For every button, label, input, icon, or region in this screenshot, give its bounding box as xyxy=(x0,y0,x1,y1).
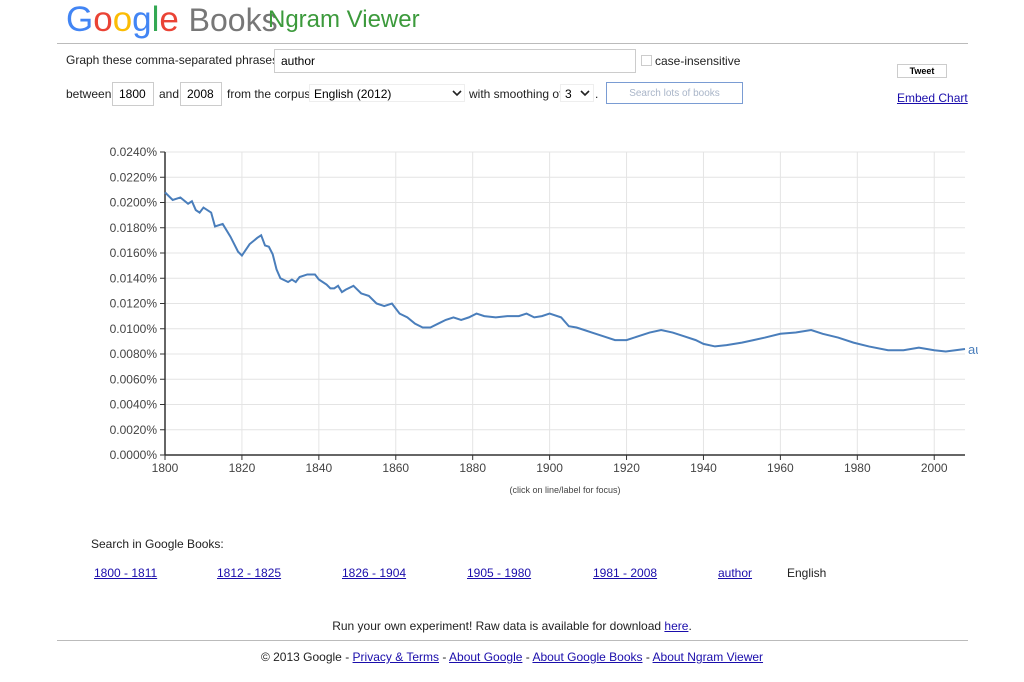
checkbox[interactable] xyxy=(641,55,652,66)
between-label: between xyxy=(66,87,112,101)
x-tick-label: 1840 xyxy=(305,461,332,475)
separator: - xyxy=(345,650,350,664)
subtitle: Ngram Viewer xyxy=(268,6,420,33)
embed-link[interactable]: Embed Chart xyxy=(897,91,968,105)
period: . xyxy=(688,619,692,633)
raw-text: Run your own experiment! Raw data is ava… xyxy=(332,619,662,633)
period: . xyxy=(595,87,599,101)
dropdown-arrow xyxy=(452,90,462,97)
y-tick-label: 0.0120% xyxy=(110,297,158,311)
book-link[interactable]: 1800 - 1811 xyxy=(94,566,158,580)
corpus-label: from the corpus xyxy=(227,87,311,101)
divider xyxy=(57,640,968,641)
y-tick-label: 0.0240% xyxy=(110,145,158,159)
footer-link[interactable]: About Google xyxy=(449,650,523,664)
book-link[interactable]: 1826 - 1904 xyxy=(342,566,407,580)
phrases-label: Graph these comma-separated phrases: xyxy=(66,53,282,67)
logo-letter: e xyxy=(159,0,179,39)
y-tick-label: 0.0200% xyxy=(110,196,158,210)
logo-letter: l xyxy=(151,0,160,39)
book-link[interactable]: author xyxy=(718,566,753,580)
divider xyxy=(57,43,968,44)
x-tick-label: 1860 xyxy=(382,461,409,475)
book-link[interactable]: 1905 - 1980 xyxy=(467,566,532,580)
logo-letter: o xyxy=(112,0,133,39)
y-tick-label: 0.0220% xyxy=(110,170,158,184)
logo-letter: o xyxy=(93,0,113,39)
y-tick-label: 0.0140% xyxy=(110,271,158,285)
language: English xyxy=(787,566,827,580)
separator: - xyxy=(525,650,530,664)
book-link[interactable]: 1812 - 1825 xyxy=(217,566,282,580)
y-tick-label: 0.0040% xyxy=(110,398,158,412)
logo: Google Books xyxy=(66,0,278,40)
search-in-title: Search in Google Books: xyxy=(91,537,224,551)
dropdown-arrow xyxy=(580,90,590,97)
and-label: and xyxy=(159,87,180,101)
x-tick-label: 2000 xyxy=(921,461,948,475)
x-tick-label: 1960 xyxy=(767,461,794,475)
smoothing-label: with smoothing of xyxy=(469,87,563,101)
x-tick-label: 1900 xyxy=(536,461,563,475)
tweet-button[interactable]: Tweet xyxy=(897,64,947,78)
start-year[interactable]: 1800 xyxy=(112,82,154,106)
x-tick-label: 1980 xyxy=(844,461,871,475)
x-tick-label: 1940 xyxy=(690,461,717,475)
footer-link[interactable]: About Google Books xyxy=(532,650,643,664)
x-tick-label: 1880 xyxy=(459,461,486,475)
logo-letter: g xyxy=(132,0,152,39)
y-tick-label: 0.0160% xyxy=(110,246,158,260)
series-line[interactable] xyxy=(164,191,966,353)
separator: - xyxy=(442,650,447,664)
x-tick-label: 1820 xyxy=(229,461,256,475)
smoothing-select[interactable]: 3 xyxy=(560,84,594,102)
logo-letter: G xyxy=(66,0,94,39)
x-tick-label: 1800 xyxy=(152,461,179,475)
y-tick-label: 0.0100% xyxy=(110,322,158,336)
footer-links: © 2013 Google - Privacy & Terms - About … xyxy=(0,650,1024,664)
footer-link[interactable]: About Ngram Viewer xyxy=(652,650,764,664)
raw-link[interactable]: here xyxy=(664,619,689,633)
search-button[interactable]: Search lots of books xyxy=(606,82,743,104)
x-tick-label: 1920 xyxy=(613,461,640,475)
raw-data-line: Run your own experiment! Raw data is ava… xyxy=(0,619,1024,633)
footer-link[interactable]: Privacy & Terms xyxy=(352,650,440,664)
corpus-select[interactable]: English (2012) xyxy=(309,84,465,102)
chart-note: (click on line/label for focus) xyxy=(509,485,620,495)
y-tick-label: 0.0080% xyxy=(110,347,158,361)
separator: - xyxy=(645,650,650,664)
copyright: © 2013 Google xyxy=(260,650,342,664)
y-tick-label: 0.0020% xyxy=(110,423,158,437)
logo-books: Books xyxy=(188,2,278,38)
y-tick-label: 0.0000% xyxy=(110,448,158,462)
checkbox-label: case-insensitive xyxy=(655,54,741,68)
end-year[interactable]: 2008 xyxy=(180,82,222,106)
book-link[interactable]: 1981 - 2008 xyxy=(593,566,658,580)
y-tick-label: 0.0060% xyxy=(110,372,158,386)
series-label[interactable]: author xyxy=(968,342,978,357)
y-tick-label: 0.0180% xyxy=(110,221,158,235)
phrases-input[interactable]: author xyxy=(274,49,636,73)
chart: 0.0000% 0.0020% 0.0040% 0.0060% 0.0080% 0.010… xyxy=(110,145,978,495)
